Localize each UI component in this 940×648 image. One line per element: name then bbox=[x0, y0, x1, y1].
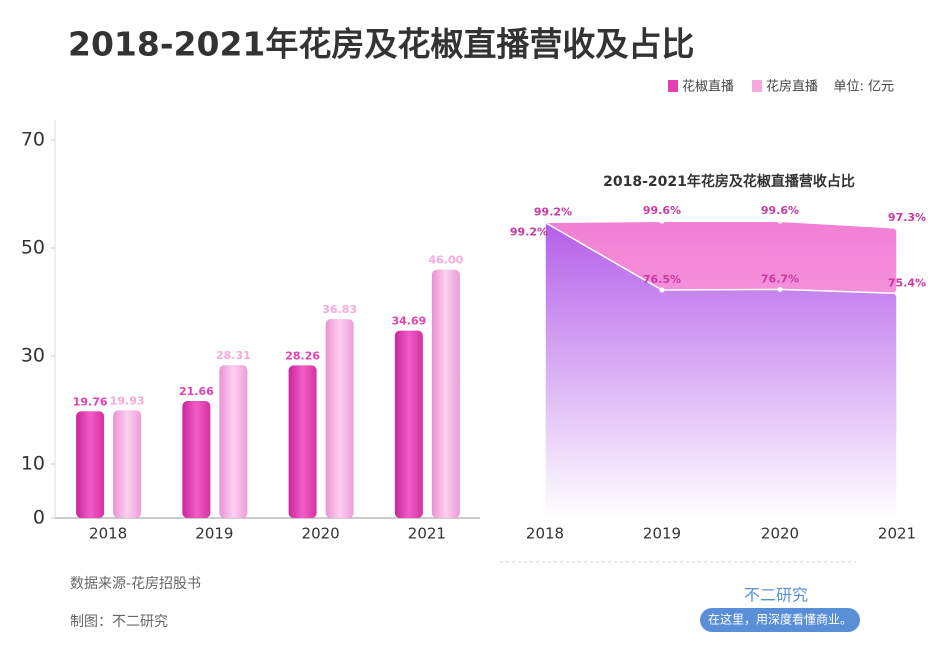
slogan-badge bbox=[700, 608, 860, 632]
value-label: 99.2% bbox=[510, 225, 548, 238]
y-tick-label: 0 bbox=[33, 507, 45, 529]
point bbox=[894, 290, 900, 296]
value-label: 28.26 bbox=[285, 349, 320, 362]
value-label: 28.31 bbox=[216, 349, 251, 362]
x-tick-label: 2021 bbox=[878, 525, 916, 543]
point bbox=[777, 286, 783, 292]
value-label: 97.3% bbox=[888, 211, 926, 224]
bar bbox=[113, 410, 142, 518]
slogan: 在这里，用深度看懂商业。 bbox=[708, 612, 852, 627]
legend-swatch bbox=[752, 80, 762, 92]
value-label: 34.69 bbox=[391, 315, 426, 328]
x-tick-label: 2020 bbox=[302, 525, 340, 543]
credit: 制图：不二研究 bbox=[70, 614, 168, 630]
value-label: 36.83 bbox=[322, 303, 357, 316]
bar bbox=[325, 319, 354, 518]
y-tick-label: 70 bbox=[21, 129, 45, 151]
bar bbox=[431, 269, 460, 518]
bar bbox=[288, 365, 317, 518]
point bbox=[542, 219, 548, 225]
bar bbox=[394, 330, 423, 518]
value-label: 99.2% bbox=[534, 205, 572, 218]
x-tick-label: 2020 bbox=[761, 525, 799, 543]
x-tick-label: 2019 bbox=[643, 525, 681, 543]
unit: 单位: 亿元 bbox=[833, 80, 894, 95]
legend-label: 花房直播 bbox=[766, 79, 818, 95]
value-label: 99.6% bbox=[761, 204, 799, 217]
x-tick-label: 2018 bbox=[526, 525, 564, 543]
value-label: 76.7% bbox=[761, 272, 799, 285]
value-label: 19.93 bbox=[110, 394, 145, 407]
x-tick-label: 2019 bbox=[195, 525, 233, 543]
y-tick-label: 30 bbox=[21, 345, 45, 367]
bar bbox=[182, 401, 211, 518]
title: 2018-2021年花房及花椒直播营收及占比 bbox=[68, 25, 694, 64]
legend-swatch bbox=[668, 80, 678, 92]
value-label: 21.66 bbox=[179, 385, 214, 398]
legend-label: 花椒直播 bbox=[682, 79, 734, 95]
logo: 不二研究 bbox=[744, 586, 808, 605]
point bbox=[659, 287, 665, 293]
bar bbox=[219, 365, 248, 518]
point bbox=[659, 218, 665, 224]
chart-subtitle: 2018-2021年花房及花椒直播营收占比 bbox=[603, 173, 855, 190]
bar bbox=[76, 411, 105, 518]
value-label: 76.5% bbox=[643, 273, 681, 286]
value-label: 46.00 bbox=[428, 254, 463, 267]
y-tick-label: 10 bbox=[21, 453, 45, 475]
x-tick-label: 2018 bbox=[89, 525, 127, 543]
point bbox=[777, 218, 783, 224]
source: 数据来源-花房招股书 bbox=[70, 576, 201, 592]
value-label: 19.76 bbox=[73, 395, 108, 408]
x-tick-label: 2021 bbox=[408, 525, 446, 543]
point bbox=[894, 225, 900, 231]
value-label: 99.6% bbox=[643, 204, 681, 217]
value-label: 75.4% bbox=[888, 276, 926, 289]
y-tick-label: 50 bbox=[21, 237, 45, 259]
